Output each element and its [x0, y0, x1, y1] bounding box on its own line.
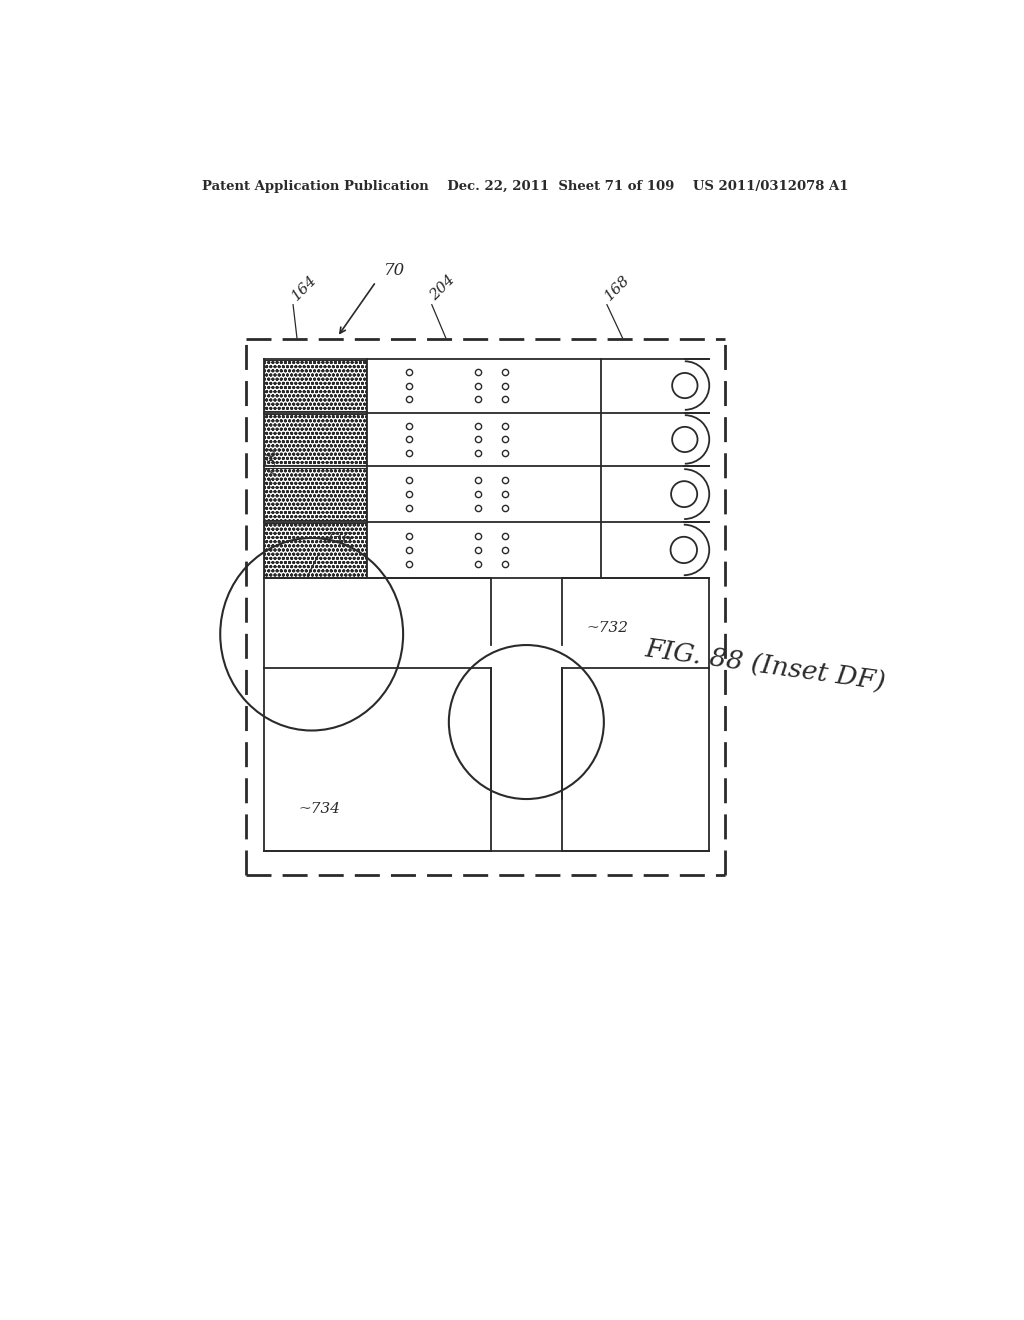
Bar [264, 414, 366, 465]
Text: 70: 70 [384, 263, 406, 280]
Text: ~732: ~732 [587, 622, 629, 635]
Bar [264, 523, 366, 577]
Text: 204: 204 [427, 272, 458, 304]
Text: ~730: ~730 [263, 445, 278, 487]
Bar [264, 469, 366, 520]
Text: 164: 164 [289, 272, 319, 304]
Text: ~734: ~734 [299, 803, 341, 816]
Text: Patent Application Publication    Dec. 22, 2011  Sheet 71 of 109    US 2011/0312: Patent Application Publication Dec. 22, … [202, 180, 848, 193]
Text: FIG. 88 (Inset DF): FIG. 88 (Inset DF) [643, 638, 887, 696]
Bar [264, 360, 366, 411]
Text: 736: 736 [324, 532, 352, 546]
Text: 168: 168 [602, 272, 633, 304]
